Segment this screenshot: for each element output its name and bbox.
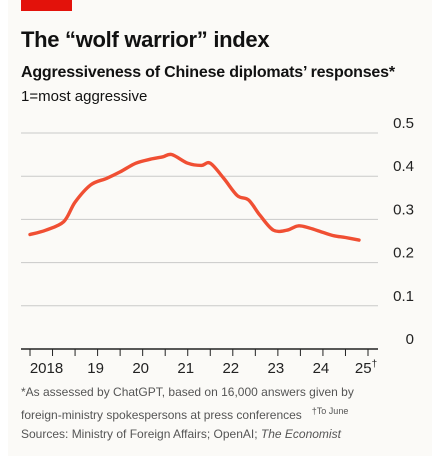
- x-tick-label: 20: [132, 360, 149, 377]
- sources-text: Sources: Ministry of Foreign Affairs; Op…: [21, 427, 261, 441]
- x-tick-label: 21: [177, 360, 194, 377]
- grid-layer: [21, 132, 378, 307]
- brand-tag: [21, 0, 72, 11]
- footnote-dagger-note: †To June: [311, 406, 349, 416]
- sources-publication: The Economist: [260, 427, 341, 441]
- x-tick-label: 24: [313, 360, 330, 377]
- x-axis: 2018 19 20 21 22 23 24 25†: [21, 348, 378, 377]
- scale-note: 1=most aggressive: [21, 88, 148, 105]
- y-tick-label: 0: [406, 331, 414, 348]
- y-tick-label: 0.3: [393, 201, 414, 218]
- y-tick-labels: 0 0.1 0.2 0.3 0.4 0.5: [393, 115, 414, 348]
- chart-subtitle: Aggressiveness of Chinese diplomats’ res…: [21, 64, 395, 81]
- y-tick-label: 0.5: [393, 115, 414, 132]
- x-tick-label: 25†: [355, 359, 377, 377]
- x-tick-label: 2018: [30, 360, 63, 377]
- chart-title: The “wolf warrior” index: [21, 27, 270, 52]
- y-tick-label: 0.2: [393, 245, 414, 262]
- footnote-line-1: *As assessed by ChatGPT, based on 16,000…: [21, 385, 354, 399]
- series-line-index: [28, 152, 361, 242]
- x-tick-label: 22: [222, 360, 239, 377]
- sources-line: Sources: Ministry of Foreign Affairs; Op…: [21, 425, 426, 444]
- footnote-line-2-text: foreign-ministry spokespersons at press …: [21, 408, 302, 422]
- x-tick-label: 23: [268, 360, 285, 377]
- y-tick-label: 0.1: [393, 288, 414, 305]
- chart-frame: [8, 0, 432, 456]
- footnotes: *As assessed by ChatGPT, based on 16,000…: [21, 383, 426, 444]
- y-tick-label: 0.4: [393, 158, 414, 175]
- footnote-line-2: foreign-ministry spokespersons at press …: [21, 402, 426, 425]
- series-layer: [28, 152, 361, 242]
- x-tick-label: 19: [87, 360, 104, 377]
